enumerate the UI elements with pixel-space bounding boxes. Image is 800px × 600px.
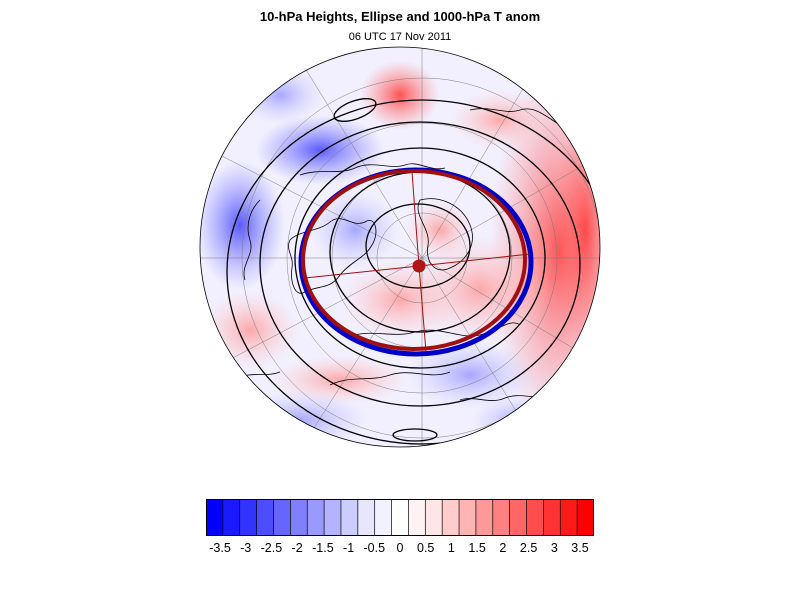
colorbar-swatch <box>408 499 426 536</box>
colorbar-swatch <box>560 499 578 536</box>
colorbar-label: -2.5 <box>260 541 283 555</box>
colorbar-label: 2.5 <box>519 541 538 555</box>
colorbar-label: 3 <box>550 541 558 555</box>
colorbar-swatch <box>307 499 325 536</box>
colorbar-border <box>206 499 594 536</box>
colorbar-labels: -3.5 -3 -2.5 -2 -1.5 -1 -0.5 0 0.5 1 1.5 2 2.5 3 3.5 <box>0 541 800 561</box>
colorbar-swatch <box>492 499 510 536</box>
map-subtitle: 06 UTC 17 Nov 2011 <box>348 31 452 43</box>
colorbar-swatch <box>222 499 241 536</box>
colorbar-swatch <box>357 499 375 536</box>
colorbar-label: -2 <box>291 541 303 555</box>
colorbar-swatch <box>374 499 392 536</box>
colorbar-label: -1.5 <box>312 541 334 555</box>
colorbar-swatch <box>442 499 460 536</box>
colorbar-swatch <box>391 499 409 536</box>
colorbar-swatch <box>509 499 527 536</box>
colorbar-swatch <box>475 499 494 536</box>
colorbar-label: -0.5 <box>363 541 386 555</box>
colorbar-label: -1 <box>343 541 355 555</box>
colorbar-swatch <box>256 499 274 536</box>
map-title: 10-hPa Heights, Ellipse and 1000-hPa T a… <box>259 9 541 24</box>
colorbar-swatch <box>340 499 359 536</box>
colorbar-swatch <box>577 499 594 536</box>
colorbar-swatch <box>425 499 443 536</box>
map-border <box>199 46 601 448</box>
colorbar-label: 3.5 <box>571 541 589 555</box>
colorbar-swatch <box>273 499 291 536</box>
colorbar-swatch <box>290 499 308 536</box>
colorbar-swatch <box>526 499 544 536</box>
map-graticule <box>200 47 600 447</box>
colorbar-label: -3 <box>240 541 252 555</box>
temperature-anomaly-field <box>200 47 600 447</box>
colorbar-label: 1 <box>447 541 455 555</box>
colorbar-label: 1.5 <box>468 541 486 555</box>
colorbar-swatch <box>324 499 342 536</box>
colorbar-label: 0 <box>396 541 404 555</box>
colorbar-swatch <box>459 499 477 536</box>
colorbar-swatch <box>206 499 224 536</box>
colorbar <box>206 499 594 536</box>
colorbar-label: 0.5 <box>416 541 435 555</box>
vortex-center-marker <box>412 259 426 273</box>
vortex-ellipse <box>298 167 534 357</box>
colorbar-label: 2 <box>499 541 507 555</box>
colorbar-label: -3.5 <box>209 541 231 555</box>
colorbar-swatch <box>239 499 257 536</box>
colorbar-swatch <box>543 499 561 536</box>
